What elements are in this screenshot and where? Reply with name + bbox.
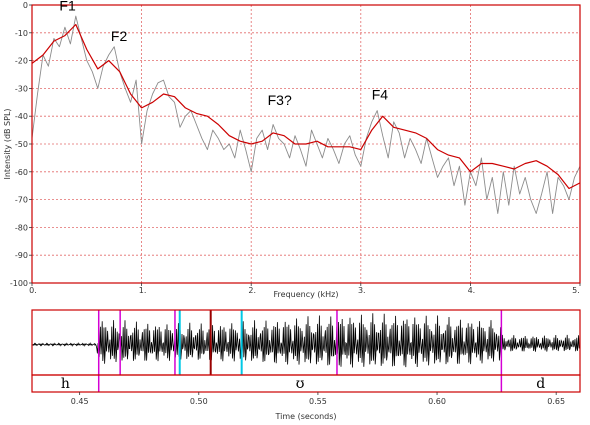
y-tick-label: 0 [23,1,28,10]
y-tick-label: -30 [15,84,28,93]
y-axis-label: Intensity (dB SPL) [3,108,12,179]
x-tick-label: 5. [572,286,580,295]
time-tick-label: 0.65 [547,397,565,406]
y-tick-label: -20 [15,57,28,66]
segment-label: h [61,376,70,392]
time-tick-label: 0.55 [309,397,327,406]
x-tick-label: 2. [248,286,256,295]
x-tick-label: 0. [29,286,37,295]
waveform-trace [31,313,581,368]
envelope-series [31,23,581,190]
segment-tier [31,374,581,393]
time-tick-label: 0.60 [428,397,446,406]
spectrum-series [31,15,581,214]
formant-label: F2 [111,28,128,44]
y-tick-label: -70 [15,196,28,205]
y-tick-label: -60 [15,168,28,177]
y-tick-label: -40 [15,112,28,121]
formant-label: F1 [59,0,76,14]
formant-label: F3? [268,92,292,108]
time-tick-label: 0.45 [71,397,89,406]
time-tick-label: 0.50 [190,397,208,406]
x-axis-label: Frequency (kHz) [274,290,339,299]
x-tick-label: 4. [468,286,476,295]
segment-label: d [536,376,545,392]
y-tick-label: -90 [15,251,28,260]
segment-label: ʊ [296,376,305,392]
waveform-chart: h ʊ d 0.45 0.50 0.55 0.60 0.65 Time (seconds) [31,309,581,421]
y-tick-label: -10 [15,29,28,38]
y-tick-label: -80 [15,223,28,232]
time-axis-label: Time (seconds) [274,412,336,421]
x-tick-label: 3. [358,286,366,295]
x-tick-label: 1. [139,286,147,295]
y-tick-label: -50 [15,140,28,149]
formant-label: F4 [372,87,389,103]
y-tick-label: -100 [10,279,28,288]
